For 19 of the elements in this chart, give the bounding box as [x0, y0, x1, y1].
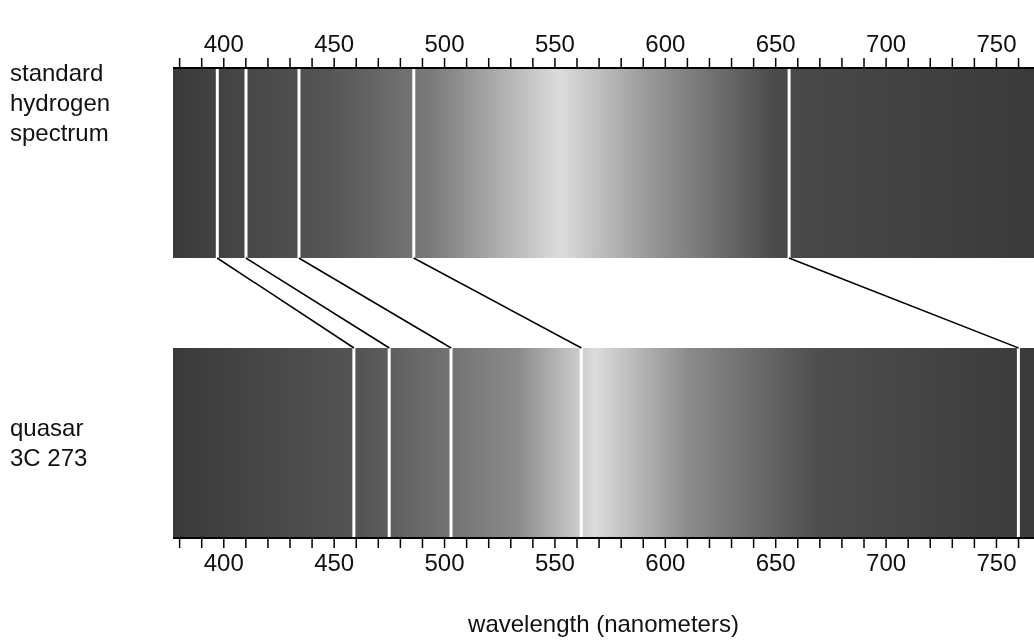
- y-axis-title: quasar 3C 273: [10, 413, 88, 473]
- x-tick-label: 500: [424, 30, 465, 57]
- x-tick-label: 600: [645, 30, 686, 57]
- x-tick-label: 700: [866, 30, 907, 57]
- x-tick-label: 650: [755, 549, 796, 577]
- x-axis-title: wavelength (nanometers): [467, 610, 739, 637]
- x-tick-label: 400: [203, 549, 244, 577]
- x-tick-label: 400: [203, 30, 244, 57]
- x-tick-label: 500: [424, 549, 465, 577]
- x-tick-label: 650: [755, 30, 796, 57]
- x-tick-label: 750: [976, 30, 1017, 57]
- x-tick-label: 700: [866, 549, 907, 577]
- x-tick-label: 450: [314, 549, 355, 577]
- x-tick-label: 550: [534, 549, 575, 577]
- x-tick-label: 750: [976, 549, 1017, 577]
- x-tick-label: 450: [314, 30, 355, 57]
- x-tick-label: 600: [645, 549, 686, 577]
- y-axis-title: standard hydrogen spectrum: [10, 58, 111, 148]
- x-tick-label: 550: [534, 30, 575, 57]
